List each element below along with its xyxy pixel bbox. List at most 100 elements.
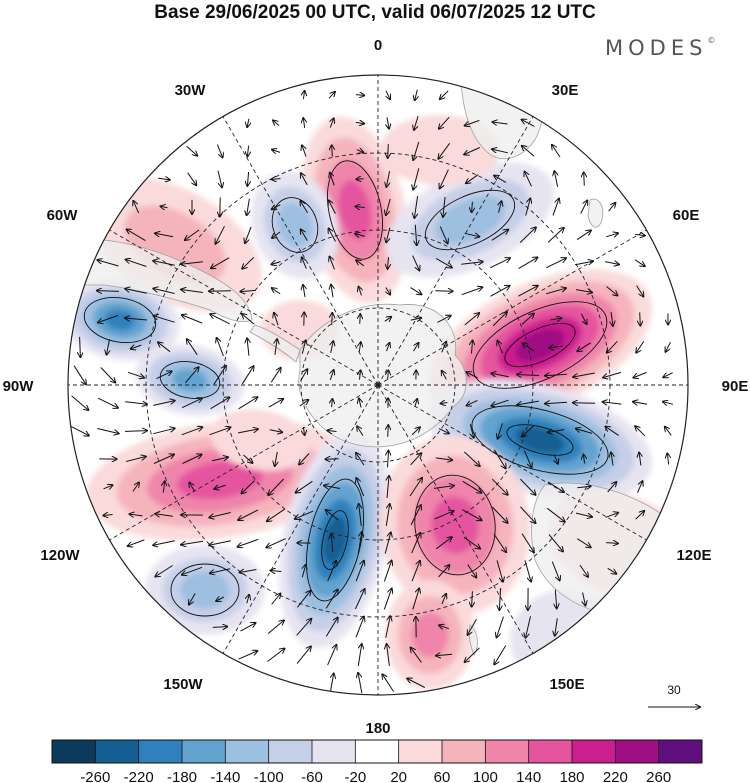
wind-vector-176 <box>330 370 333 381</box>
wind-vector-101 <box>575 261 593 266</box>
wind-vector-318 <box>327 561 337 582</box>
wind-vector-191 <box>125 402 147 405</box>
wind-vector-103 <box>634 259 645 266</box>
wind-vector-148 <box>158 342 171 353</box>
wind-vector-182 <box>491 373 509 378</box>
wind-vector-347 <box>296 619 312 636</box>
wind-vector-370 <box>407 679 426 688</box>
wind-vector-189 <box>71 395 89 410</box>
wind-vector-25 <box>413 141 420 160</box>
colorbar-tick-label-12: 220 <box>603 769 628 783</box>
longitude-label-30e: 30E <box>552 82 579 99</box>
wind-vector-345 <box>240 623 256 632</box>
wind-vector-120 <box>545 288 566 295</box>
wind-vector-230 <box>605 427 619 436</box>
wind-vector-193 <box>181 398 202 409</box>
wind-vector-11 <box>387 117 389 128</box>
wind-vector-7 <box>273 120 280 126</box>
wind-vector-65 <box>127 229 146 242</box>
wind-vector-302 <box>357 532 362 554</box>
wind-vector-339 <box>472 591 473 606</box>
wind-vector-177 <box>360 370 361 380</box>
wind-vector-86 <box>153 261 175 266</box>
wind-vector-162 <box>549 346 564 348</box>
wind-vector-340 <box>499 587 500 610</box>
wind-vector-73 <box>355 234 365 237</box>
colorbar-swatch-5 <box>268 740 313 763</box>
wind-vector-88 <box>211 257 230 269</box>
wind-vector-356 <box>555 618 558 635</box>
wind-vector-227 <box>522 425 535 436</box>
meridian-120 <box>377 384 647 541</box>
wind-vector-149 <box>187 339 198 356</box>
map-boundary <box>67 74 689 696</box>
wind-vector-133 <box>360 314 361 324</box>
anomaly-blob-12-n100 <box>180 571 230 609</box>
wind-vector-267 <box>462 480 482 493</box>
wind-vector-205 <box>517 400 539 405</box>
wind-vector-283 <box>359 504 362 526</box>
wind-vector-160 <box>498 341 503 354</box>
wind-vector-236 <box>182 455 202 464</box>
wind-vector-163 <box>577 342 591 351</box>
wind-vector-211 <box>70 425 89 435</box>
wind-vector-3 <box>386 90 390 99</box>
anomaly-field <box>68 75 688 695</box>
wind-vector-181 <box>466 372 478 379</box>
wind-vector-42 <box>466 174 479 184</box>
wind-vector-24 <box>388 144 389 158</box>
contour-line-10 <box>170 563 240 617</box>
wind-vector-70 <box>272 231 281 238</box>
wind-vector-22 <box>332 145 333 157</box>
colorbar-tick-label-0: -260 <box>80 769 110 783</box>
wind-vector-9 <box>330 118 333 128</box>
wind-vector-272 <box>607 482 617 493</box>
wind-vector-146 <box>107 339 110 354</box>
wind-vector-326 <box>551 561 559 581</box>
wind-vector-203 <box>467 399 478 405</box>
wind-vector-342 <box>555 589 556 609</box>
wind-vector-56 <box>386 198 391 215</box>
wind-vector-83 <box>635 234 645 235</box>
anomaly-blob-15-p20 <box>380 115 500 185</box>
landmasses <box>69 75 688 656</box>
wind-vector-23 <box>356 150 363 153</box>
wind-vector-212 <box>97 428 118 434</box>
wind-vector-237 <box>211 457 228 462</box>
wind-vector-361 <box>357 644 361 666</box>
wind-vector-142 <box>611 312 613 326</box>
wind-vector-138 <box>492 312 507 327</box>
wind-vector-194 <box>210 397 230 410</box>
colorbar-swatch-10 <box>485 740 529 763</box>
colorbar-swatch-14 <box>658 740 703 763</box>
contour-line-11 <box>414 474 496 576</box>
wind-vector-306 <box>463 536 480 548</box>
wind-vector-105 <box>125 289 147 294</box>
wind-vector-329 <box>189 593 196 605</box>
wind-vector-126 <box>154 316 175 323</box>
wind-vector-220 <box>328 431 337 432</box>
wind-vector-67 <box>185 229 200 240</box>
wind-vector-152 <box>275 339 277 355</box>
wind-vector-90 <box>271 262 281 265</box>
longitude-label-90w: 90W <box>3 378 35 395</box>
contour-line-4 <box>83 297 157 343</box>
wind-vector-368 <box>358 673 363 694</box>
wind-vector-253 <box>667 454 668 465</box>
wind-vector-68 <box>216 225 225 244</box>
wind-vector-80 <box>547 228 564 243</box>
wind-vector-232 <box>665 427 672 436</box>
wind-vector-275 <box>130 514 143 516</box>
colorbar-swatch-1 <box>95 740 139 763</box>
colorbar-swatch-0 <box>52 740 96 763</box>
wind-vector-164 <box>607 340 618 352</box>
wind-vector-269 <box>520 478 535 495</box>
wind-vector-15 <box>493 122 508 124</box>
wind-vector-264 <box>387 476 389 499</box>
modes-logo: MODES© <box>605 36 715 60</box>
anomaly-blob-7-n140 <box>172 368 208 392</box>
wind-vector-295 <box>153 540 175 545</box>
wind-vector-44 <box>525 172 532 187</box>
wind-vector-21 <box>302 145 307 157</box>
wind-vector-89 <box>242 256 255 268</box>
